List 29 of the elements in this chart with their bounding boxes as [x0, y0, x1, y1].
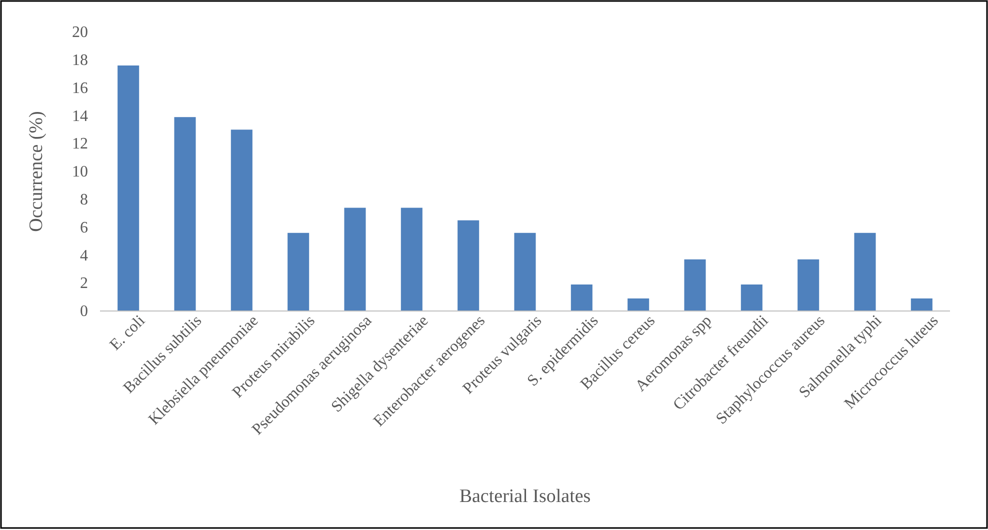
bar — [174, 117, 196, 311]
y-tick-label: 10 — [72, 164, 88, 181]
bar — [570, 284, 592, 311]
bar — [230, 130, 252, 311]
y-axis-title: Occurrence (%) — [26, 111, 47, 232]
y-tick-label: 8 — [80, 192, 88, 209]
y-tick-label: 16 — [72, 80, 88, 97]
bar — [400, 208, 422, 311]
bar — [288, 232, 310, 311]
bar — [118, 65, 140, 311]
bar — [458, 220, 480, 311]
x-tick-label: E. coli — [106, 312, 149, 354]
bar — [910, 298, 932, 311]
bar — [628, 298, 650, 311]
bar — [854, 232, 876, 311]
x-axis-title: Bacterial Isolates — [459, 486, 591, 507]
y-tick-label: 0 — [80, 303, 88, 320]
bar — [798, 259, 820, 311]
y-tick-label: 6 — [80, 219, 88, 236]
bar — [684, 259, 706, 311]
bar — [514, 232, 536, 311]
y-tick-label: 12 — [72, 136, 88, 153]
y-tick-label: 20 — [72, 24, 88, 42]
bar — [740, 284, 762, 311]
y-tick-label: 4 — [80, 247, 88, 264]
y-tick-label: 2 — [80, 275, 88, 292]
bar — [344, 208, 366, 311]
y-tick-label: 14 — [72, 108, 88, 125]
y-tick-label: 18 — [72, 52, 88, 70]
